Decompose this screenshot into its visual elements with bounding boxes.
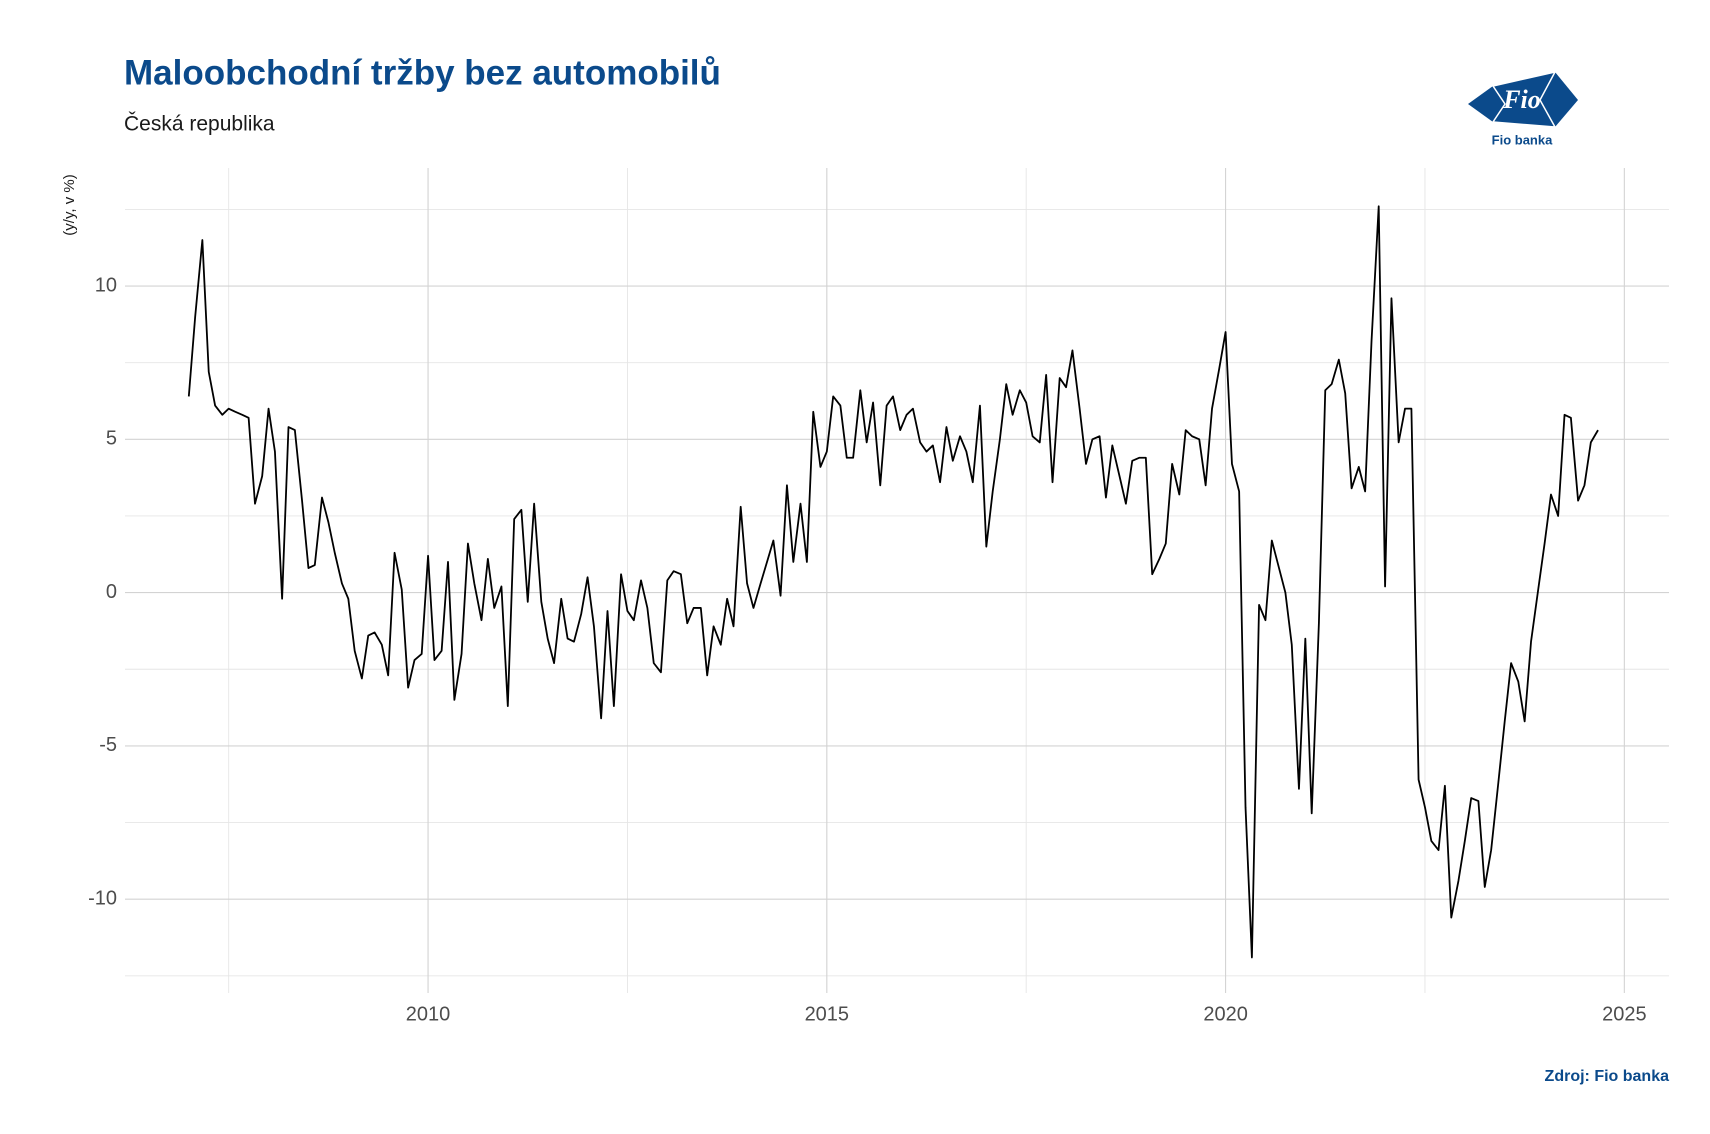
x-tick-label: 2015: [805, 1003, 850, 1025]
y-tick-label: 0: [106, 581, 117, 603]
chart-subtitle: Česká republika: [124, 113, 275, 136]
data-line: [187, 205, 1599, 959]
chart-title: Maloobchodní tržby bez automobilů: [124, 53, 721, 92]
y-tick-label: -5: [99, 734, 117, 756]
logo-mark: Fio: [1502, 85, 1541, 114]
logo-outline: [1491, 70, 1557, 128]
y-tick-label: 5: [106, 428, 117, 450]
x-tick-label: 2020: [1203, 1003, 1248, 1025]
y-axis-label: (y/y, v %): [61, 174, 78, 235]
y-tick-label: -10: [88, 887, 117, 909]
x-tick-label: 2010: [406, 1003, 451, 1025]
x-tick-label: 2025: [1602, 1003, 1647, 1025]
logo-caption: Fio banka: [1492, 132, 1553, 147]
logo: Fio Fio banka: [1468, 70, 1578, 147]
y-tick-label: 10: [95, 274, 117, 296]
source-note: Zdroj: Fio banka: [1545, 1068, 1670, 1085]
